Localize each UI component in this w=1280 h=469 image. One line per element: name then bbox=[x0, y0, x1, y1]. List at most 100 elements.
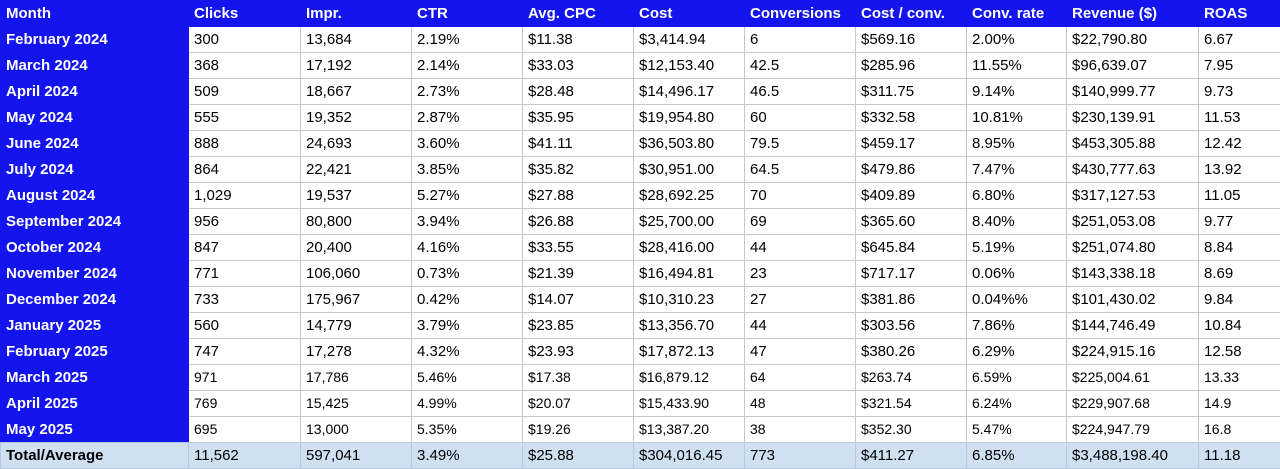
cell-conversions: 70 bbox=[745, 183, 856, 209]
cell-cost: $19,954.80 bbox=[634, 105, 745, 131]
cell-cost-per-conv: $352.30 bbox=[856, 417, 967, 443]
cell-revenue: $317,127.53 bbox=[1067, 183, 1199, 209]
cell-revenue: $143,338.18 bbox=[1067, 261, 1199, 287]
cell-impressions: 17,278 bbox=[301, 339, 412, 365]
cell-roas: 11.05 bbox=[1199, 183, 1280, 209]
cell-clicks: 888 bbox=[189, 131, 301, 157]
cell-avg-cpc: $14.07 bbox=[523, 287, 634, 313]
cell-avg-cpc: $28.48 bbox=[523, 79, 634, 105]
cell-avg-cpc: $35.82 bbox=[523, 157, 634, 183]
cell-cost-per-conv: $459.17 bbox=[856, 131, 967, 157]
cell-clicks: 769 bbox=[189, 391, 301, 417]
cell-clicks: 555 bbox=[189, 105, 301, 131]
total-roas: 11.18 bbox=[1199, 443, 1280, 469]
cell-revenue: $230,139.91 bbox=[1067, 105, 1199, 131]
cell-conversions: 60 bbox=[745, 105, 856, 131]
cell-avg-cpc: $41.11 bbox=[523, 131, 634, 157]
cell-cost-per-conv: $263.74 bbox=[856, 365, 967, 391]
cell-conv-rate: 5.19% bbox=[967, 235, 1067, 261]
cell-avg-cpc: $33.55 bbox=[523, 235, 634, 261]
cell-cost: $14,496.17 bbox=[634, 79, 745, 105]
cell-month: May 2025 bbox=[1, 417, 189, 443]
cell-clicks: 747 bbox=[189, 339, 301, 365]
header-row: Month Clicks Impr. CTR Avg. CPC Cost Con… bbox=[1, 1, 1280, 27]
total-cost: $304,016.45 bbox=[634, 443, 745, 469]
total-ctr: 3.49% bbox=[412, 443, 523, 469]
cell-conversions: 79.5 bbox=[745, 131, 856, 157]
cell-month: June 2024 bbox=[1, 131, 189, 157]
cell-impressions: 106,060 bbox=[301, 261, 412, 287]
cell-month: February 2024 bbox=[1, 27, 189, 53]
cell-roas: 8.69 bbox=[1199, 261, 1280, 287]
cell-cost: $15,433.90 bbox=[634, 391, 745, 417]
total-revenue: $3,488,198.40 bbox=[1067, 443, 1199, 469]
header-clicks: Clicks bbox=[189, 1, 301, 27]
cell-ctr: 3.79% bbox=[412, 313, 523, 339]
cell-ctr: 4.32% bbox=[412, 339, 523, 365]
cell-avg-cpc: $33.03 bbox=[523, 53, 634, 79]
cell-roas: 11.53 bbox=[1199, 105, 1280, 131]
cell-clicks: 733 bbox=[189, 287, 301, 313]
cell-conversions: 44 bbox=[745, 235, 856, 261]
cell-cost-per-conv: $645.84 bbox=[856, 235, 967, 261]
cell-ctr: 5.27% bbox=[412, 183, 523, 209]
cell-impressions: 20,400 bbox=[301, 235, 412, 261]
cell-month: March 2025 bbox=[1, 365, 189, 391]
cell-impressions: 13,684 bbox=[301, 27, 412, 53]
cell-month: March 2024 bbox=[1, 53, 189, 79]
cell-cost: $10,310.23 bbox=[634, 287, 745, 313]
cell-conversions: 23 bbox=[745, 261, 856, 287]
cell-conversions: 6 bbox=[745, 27, 856, 53]
cell-conversions: 69 bbox=[745, 209, 856, 235]
cell-impressions: 19,537 bbox=[301, 183, 412, 209]
cell-conv-rate: 6.80% bbox=[967, 183, 1067, 209]
cell-revenue: $140,999.77 bbox=[1067, 79, 1199, 105]
cell-avg-cpc: $17.38 bbox=[523, 365, 634, 391]
cell-conv-rate: 7.47% bbox=[967, 157, 1067, 183]
cell-month: August 2024 bbox=[1, 183, 189, 209]
header-cost-per-conv: Cost / conv. bbox=[856, 1, 967, 27]
cell-revenue: $224,947.79 bbox=[1067, 417, 1199, 443]
cell-cost-per-conv: $479.86 bbox=[856, 157, 967, 183]
cell-revenue: $453,305.88 bbox=[1067, 131, 1199, 157]
cell-ctr: 3.94% bbox=[412, 209, 523, 235]
cell-revenue: $224,915.16 bbox=[1067, 339, 1199, 365]
cell-cost-per-conv: $569.16 bbox=[856, 27, 967, 53]
cell-clicks: 300 bbox=[189, 27, 301, 53]
cell-cost-per-conv: $311.75 bbox=[856, 79, 967, 105]
cell-month: November 2024 bbox=[1, 261, 189, 287]
cell-month: October 2024 bbox=[1, 235, 189, 261]
cell-clicks: 847 bbox=[189, 235, 301, 261]
cell-avg-cpc: $26.88 bbox=[523, 209, 634, 235]
cell-clicks: 1,029 bbox=[189, 183, 301, 209]
cell-revenue: $430,777.63 bbox=[1067, 157, 1199, 183]
total-avg-cpc: $25.88 bbox=[523, 443, 634, 469]
cell-ctr: 2.14% bbox=[412, 53, 523, 79]
total-clicks: 11,562 bbox=[189, 443, 301, 469]
cell-roas: 16.8 bbox=[1199, 417, 1280, 443]
total-cost-per-conv: $411.27 bbox=[856, 443, 967, 469]
cell-conversions: 38 bbox=[745, 417, 856, 443]
cell-roas: 14.9 bbox=[1199, 391, 1280, 417]
cell-cost: $13,387.20 bbox=[634, 417, 745, 443]
cell-roas: 13.92 bbox=[1199, 157, 1280, 183]
total-label: Total/Average bbox=[1, 443, 189, 469]
cell-clicks: 509 bbox=[189, 79, 301, 105]
cell-cost: $12,153.40 bbox=[634, 53, 745, 79]
cell-cost-per-conv: $332.58 bbox=[856, 105, 967, 131]
cell-conv-rate: 5.47% bbox=[967, 417, 1067, 443]
cell-month: December 2024 bbox=[1, 287, 189, 313]
cell-roas: 12.42 bbox=[1199, 131, 1280, 157]
cell-clicks: 368 bbox=[189, 53, 301, 79]
